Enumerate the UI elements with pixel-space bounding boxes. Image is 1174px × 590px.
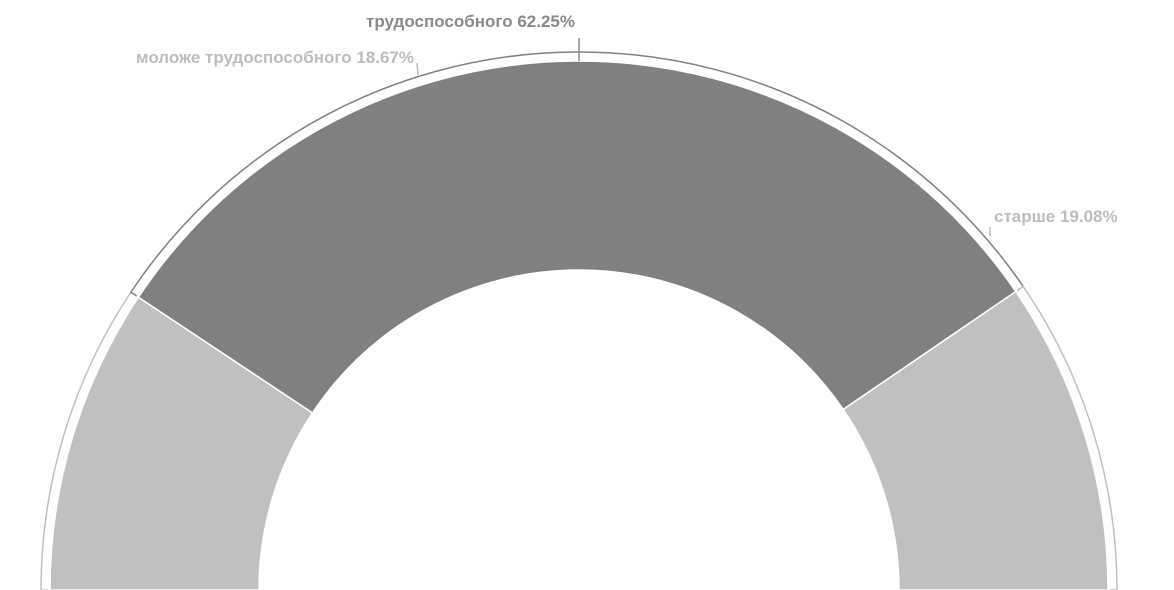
slice-bracket-2 — [1017, 285, 1118, 590]
slice-bracket-0 — [40, 291, 138, 590]
slice-label-0: моложе трудоспособного 18.67% — [136, 48, 414, 67]
slice-1 — [137, 60, 1017, 414]
slice-label-2: старше 19.08% — [994, 207, 1118, 226]
slice-label-1: трудоспособного 62.25% — [366, 12, 575, 31]
leader-line-0 — [416, 62, 419, 76]
slice-bracket-1 — [129, 51, 1025, 297]
